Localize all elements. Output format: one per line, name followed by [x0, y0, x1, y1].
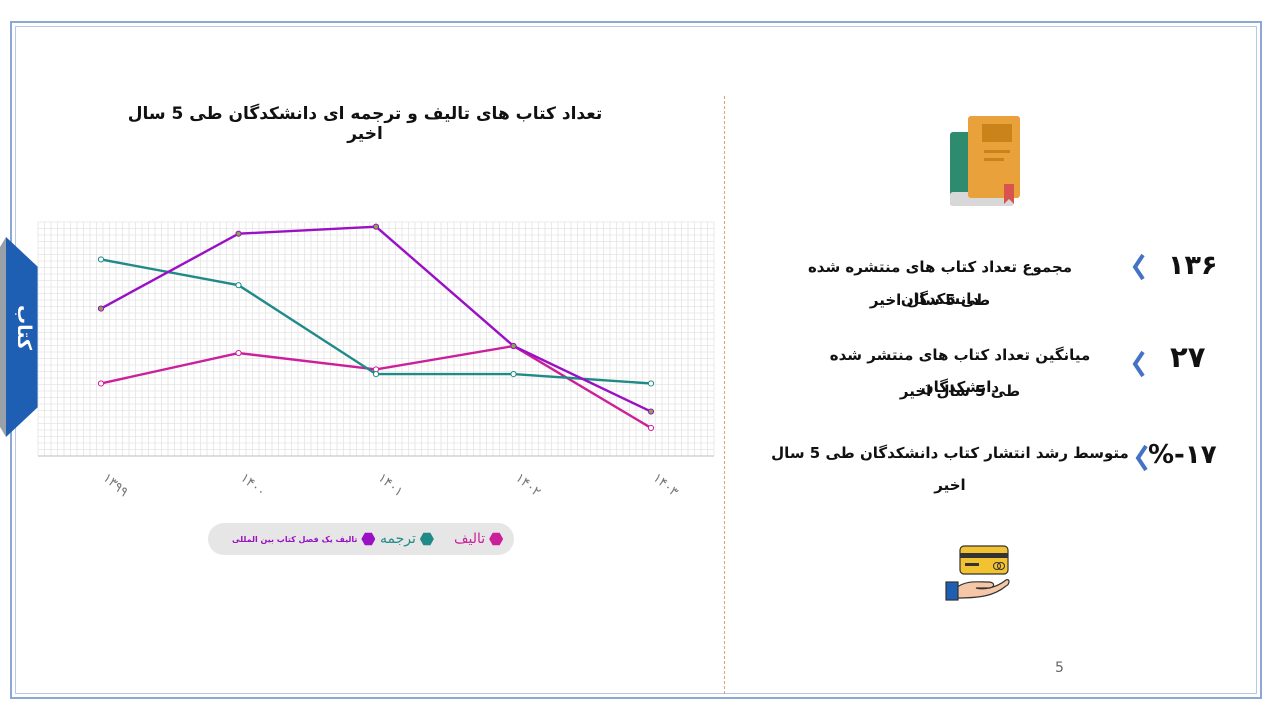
page-number: 5 [1055, 660, 1064, 676]
stat-2-line2: طی 5 سال اخیر [899, 382, 1021, 400]
stat-2-line1: میانگین تعداد کتاب های منتشر شده دانشکدگ… [829, 346, 1091, 396]
x-tick-label: ۱۴۰۳ [650, 471, 681, 500]
data-point [510, 342, 517, 350]
legend-label: تالیف یک فصل کتاب بین المللی [232, 534, 358, 544]
stat-1-chevron-icon [1132, 253, 1145, 281]
legend-hex-icon [419, 532, 434, 546]
data-point [372, 371, 380, 378]
chart-grid [37, 221, 715, 457]
data-point [97, 305, 105, 312]
legend-label: ترجمه [380, 531, 416, 547]
legend-item-international: تالیف یک فصل کتاب بین المللی [232, 523, 376, 555]
data-point [647, 380, 655, 387]
legend-hex-icon [489, 532, 504, 546]
hand-holding-card-icon [945, 545, 1010, 601]
legend-item-tarjome: ترجمه [380, 523, 434, 555]
stat-3-value: %-۱۷ [1148, 440, 1217, 470]
vertical-divider [724, 96, 725, 694]
stat-2-value: ۲۷ [1170, 340, 1206, 374]
chart-title: تعداد کتاب های تالیف و ترجمه ای دانشکدگا… [127, 104, 603, 144]
line-chart: ۱۳۹۹ ۱۴۰۰ ۱۴۰۱ ۱۴۰۲ ۱۴۰۳ [37, 221, 715, 500]
stat-1-line1: مجموع تعداد کتاب های منتشره شده دانشکدگا… [807, 258, 1073, 308]
side-tab-label: کتاب [13, 305, 35, 351]
side-tab [0, 237, 38, 437]
data-point [97, 380, 105, 387]
data-point [647, 424, 655, 432]
stat-3-chevron-icon [1135, 444, 1148, 472]
stat-1-value: ۱۳۶ [1168, 250, 1218, 281]
data-point [97, 256, 105, 263]
stat-1-line2: طی 5 سال اخیر [869, 291, 991, 309]
data-point [235, 230, 242, 237]
data-point [235, 282, 242, 289]
x-tick-label: ۱۳۹۹ [100, 471, 131, 500]
x-tick-label: ۱۴۰۱ [375, 471, 406, 500]
x-tick-label: ۱۴۰۲ [512, 471, 543, 500]
data-point [372, 223, 380, 230]
stat-2-chevron-icon [1132, 350, 1145, 378]
stat-3-line1: متوسط رشد انتشار کتاب دانشکدگان طی 5 سال… [771, 444, 1129, 494]
legend-item-talif: تالیف [454, 523, 504, 555]
legend-hex-icon [361, 532, 376, 546]
x-tick-label: ۱۴۰۰ [237, 471, 268, 500]
data-point [510, 371, 517, 378]
data-point [235, 349, 242, 357]
data-point [647, 408, 655, 415]
chart-legend: تالیف ترجمه تالیف یک فصل کتاب بین المللی [208, 523, 514, 555]
legend-label: تالیف [454, 531, 486, 547]
book-icon [950, 116, 1020, 206]
